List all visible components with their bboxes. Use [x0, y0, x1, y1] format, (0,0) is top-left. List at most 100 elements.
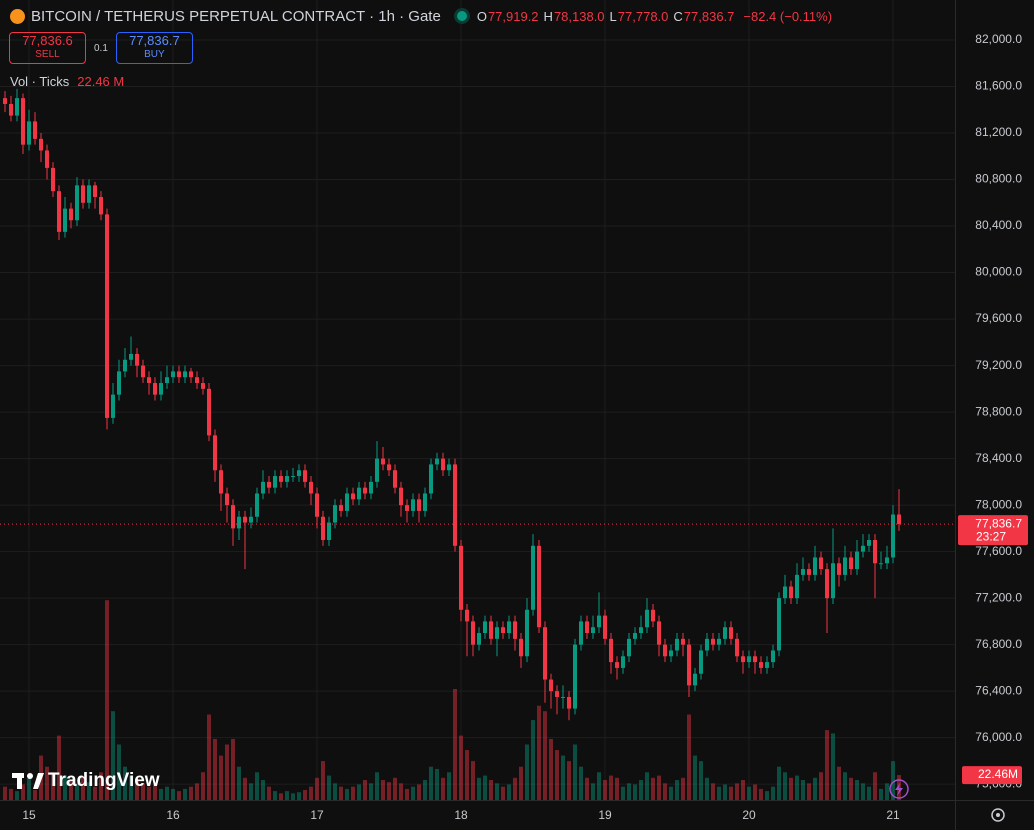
- candle-body: [51, 167, 55, 192]
- candle-body: [369, 481, 373, 494]
- candle-body: [579, 621, 583, 645]
- candle-body: [687, 644, 691, 686]
- volume-bar: [393, 777, 397, 800]
- candle-body: [387, 464, 391, 471]
- volume-bar: [459, 735, 463, 800]
- y-tick-label: 76,800.0: [975, 637, 1022, 651]
- volume-bar: [135, 780, 139, 800]
- candle-body: [363, 487, 367, 494]
- volume-bar: [513, 777, 517, 800]
- volume-bar: [261, 780, 265, 800]
- volume-bar: [315, 777, 319, 800]
- candle-body: [87, 185, 91, 203]
- candle-body: [153, 383, 157, 395]
- candle-body: [855, 551, 859, 570]
- y-tick-label: 78,000.0: [975, 497, 1022, 511]
- candle-body: [315, 493, 319, 517]
- volume-bar: [591, 783, 595, 800]
- volume-bar: [417, 784, 421, 800]
- candle-body: [147, 377, 151, 384]
- candle-body: [807, 569, 811, 575]
- volume-bar: [117, 744, 121, 800]
- candle-body: [603, 615, 607, 639]
- volume-bar: [711, 783, 715, 800]
- candle-body: [279, 476, 283, 482]
- volume-bar: [387, 782, 391, 800]
- candle-body: [591, 627, 595, 634]
- candle-body: [801, 569, 805, 575]
- volume-bar: [639, 780, 643, 800]
- y-tick-label: 80,800.0: [975, 172, 1022, 186]
- volume-bar: [663, 783, 667, 800]
- lightning-icon[interactable]: [889, 779, 909, 799]
- candle-body: [549, 679, 553, 692]
- candle-body: [897, 514, 901, 525]
- volume-bar: [477, 777, 481, 800]
- volume-bar: [351, 786, 355, 800]
- ohlc-key: L: [609, 8, 617, 24]
- candle-body: [345, 493, 349, 511]
- candle-body: [837, 563, 841, 575]
- volume-bar: [813, 777, 817, 800]
- volume-bar: [453, 689, 457, 800]
- candle-body: [645, 609, 649, 628]
- volume-bar: [579, 766, 583, 800]
- volume-bar: [105, 600, 109, 800]
- candle-body: [201, 383, 205, 389]
- volume-legend: Vol · Ticks 22.46 M: [10, 74, 124, 89]
- candle-body: [63, 208, 67, 232]
- change: −82.4 (−0.11%): [743, 8, 833, 24]
- volume-bar: [747, 786, 751, 800]
- candle-body: [657, 621, 661, 645]
- candle-body: [351, 493, 355, 500]
- volume-bar: [333, 783, 337, 800]
- y-tick-label: 80,400.0: [975, 218, 1022, 232]
- buy-button[interactable]: 77,836.7 BUY: [115, 32, 193, 64]
- volume-bar: [153, 784, 157, 800]
- lightning-glyph: [895, 783, 903, 796]
- volume-bar: [297, 792, 301, 800]
- candle-body: [69, 208, 73, 221]
- candle-body: [375, 458, 379, 482]
- candle-body: [261, 481, 265, 494]
- volume-bar: [81, 777, 85, 800]
- candle-body: [825, 569, 829, 599]
- candle-body: [21, 98, 25, 145]
- symbol-title[interactable]: BITCOIN / TETHERUS PERPETUAL CONTRACT · …: [31, 7, 441, 25]
- candle-body: [459, 545, 463, 610]
- volume-bar: [651, 777, 655, 800]
- volume-bar: [291, 793, 295, 800]
- candle-body: [609, 638, 613, 663]
- volume-bar: [603, 780, 607, 800]
- candle-body: [225, 493, 229, 506]
- volume-bar: [561, 755, 565, 800]
- y-tick-label: 81,200.0: [975, 125, 1022, 139]
- candle-body: [435, 458, 439, 465]
- x-tick-label: 18: [454, 808, 468, 822]
- legend-row: BITCOIN / TETHERUS PERPETUAL CONTRACT · …: [10, 6, 837, 26]
- candle-body: [159, 383, 163, 395]
- candle-body: [291, 476, 295, 478]
- settings-icon[interactable]: [991, 808, 1005, 822]
- volume-bar: [687, 714, 691, 800]
- candle-body: [285, 476, 289, 482]
- candle-body: [81, 185, 85, 203]
- volume-bar: [27, 777, 31, 800]
- volume-bar: [519, 766, 523, 800]
- volume-bar: [207, 714, 211, 800]
- volume-bar: [33, 790, 37, 800]
- sell-button[interactable]: 77,836.6 SELL: [9, 32, 86, 64]
- volume-bar: [273, 791, 277, 800]
- volume-bar: [807, 783, 811, 800]
- volume-bar: [615, 777, 619, 800]
- volume-bar: [213, 738, 217, 800]
- candle-body: [849, 557, 853, 570]
- x-tick-label: 17: [310, 808, 324, 822]
- volume-bar: [9, 788, 13, 800]
- volume-bar: [549, 738, 553, 800]
- candle-body: [699, 650, 703, 674]
- volume-bar: [3, 786, 7, 800]
- candle-body: [477, 633, 481, 645]
- x-tick-label: 21: [886, 808, 900, 822]
- candle-body: [537, 545, 541, 628]
